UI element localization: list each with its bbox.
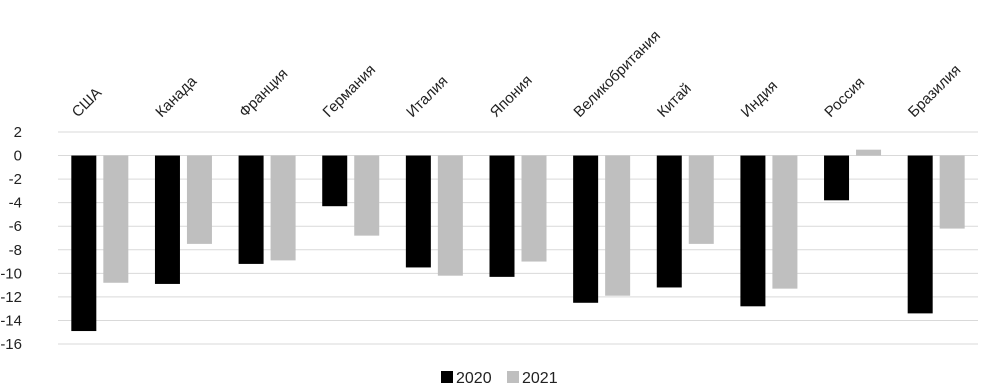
legend-swatch-2020	[441, 371, 453, 383]
y-tick-label: -10	[0, 265, 22, 282]
y-axis: 2 0 -2 -4 -6 -8 -10 -12 -14 -16	[0, 124, 22, 353]
bar-2021-9	[856, 149, 882, 156]
category-label: Китай	[654, 80, 695, 121]
bar-2021-2	[270, 155, 296, 261]
y-tick-label: -12	[0, 289, 22, 306]
bar-2020-3	[322, 155, 348, 207]
category-label: Индия	[738, 77, 781, 120]
category-label: Япония	[487, 72, 536, 121]
bar-2020-1	[154, 155, 180, 284]
category-label: Германия	[320, 61, 380, 121]
bars	[71, 149, 965, 332]
category-label: Франция	[236, 65, 291, 120]
bar-2021-1	[186, 155, 212, 244]
bar-2021-0	[103, 155, 129, 283]
y-tick-label: -4	[9, 195, 22, 212]
legend-label-2020: 2020	[456, 370, 492, 387]
bar-2021-4	[437, 155, 463, 276]
bar-2020-5	[489, 155, 515, 277]
y-tick-label: -16	[0, 336, 22, 353]
category-label: Великобритания	[570, 27, 663, 120]
category-label: Россия	[821, 74, 868, 121]
y-tick-label: -2	[9, 171, 22, 188]
bar-2020-8	[740, 155, 766, 307]
bar-2021-10	[939, 155, 965, 229]
category-label: США	[69, 84, 105, 120]
bar-2020-9	[824, 155, 850, 201]
y-tick-label: -6	[9, 218, 22, 235]
bar-2020-2	[238, 155, 264, 264]
category-label: Италия	[403, 73, 451, 121]
bar-2020-4	[405, 155, 431, 268]
bar-2020-7	[656, 155, 682, 288]
legend-label-2021: 2021	[522, 370, 558, 387]
y-tick-label: 0	[14, 148, 22, 165]
legend-swatch-2021	[507, 371, 519, 383]
category-label: Бразилия	[905, 62, 964, 121]
category-labels: США Канада Франция Германия Италия Япония Вели…	[69, 27, 965, 120]
bar-2021-3	[354, 155, 380, 236]
y-tick-label: -8	[9, 242, 22, 259]
bar-2021-8	[772, 155, 798, 289]
bar-2020-0	[71, 155, 97, 332]
category-label: Канада	[152, 72, 200, 120]
bar-2021-6	[605, 155, 631, 296]
bar-2021-7	[688, 155, 714, 244]
y-tick-label: 2	[14, 124, 22, 141]
y-tick-label: -14	[0, 312, 22, 329]
bar-2020-6	[573, 155, 599, 303]
bar-2021-5	[521, 155, 547, 262]
legend: 2020 2021	[441, 370, 558, 387]
bar-2020-10	[907, 155, 933, 314]
